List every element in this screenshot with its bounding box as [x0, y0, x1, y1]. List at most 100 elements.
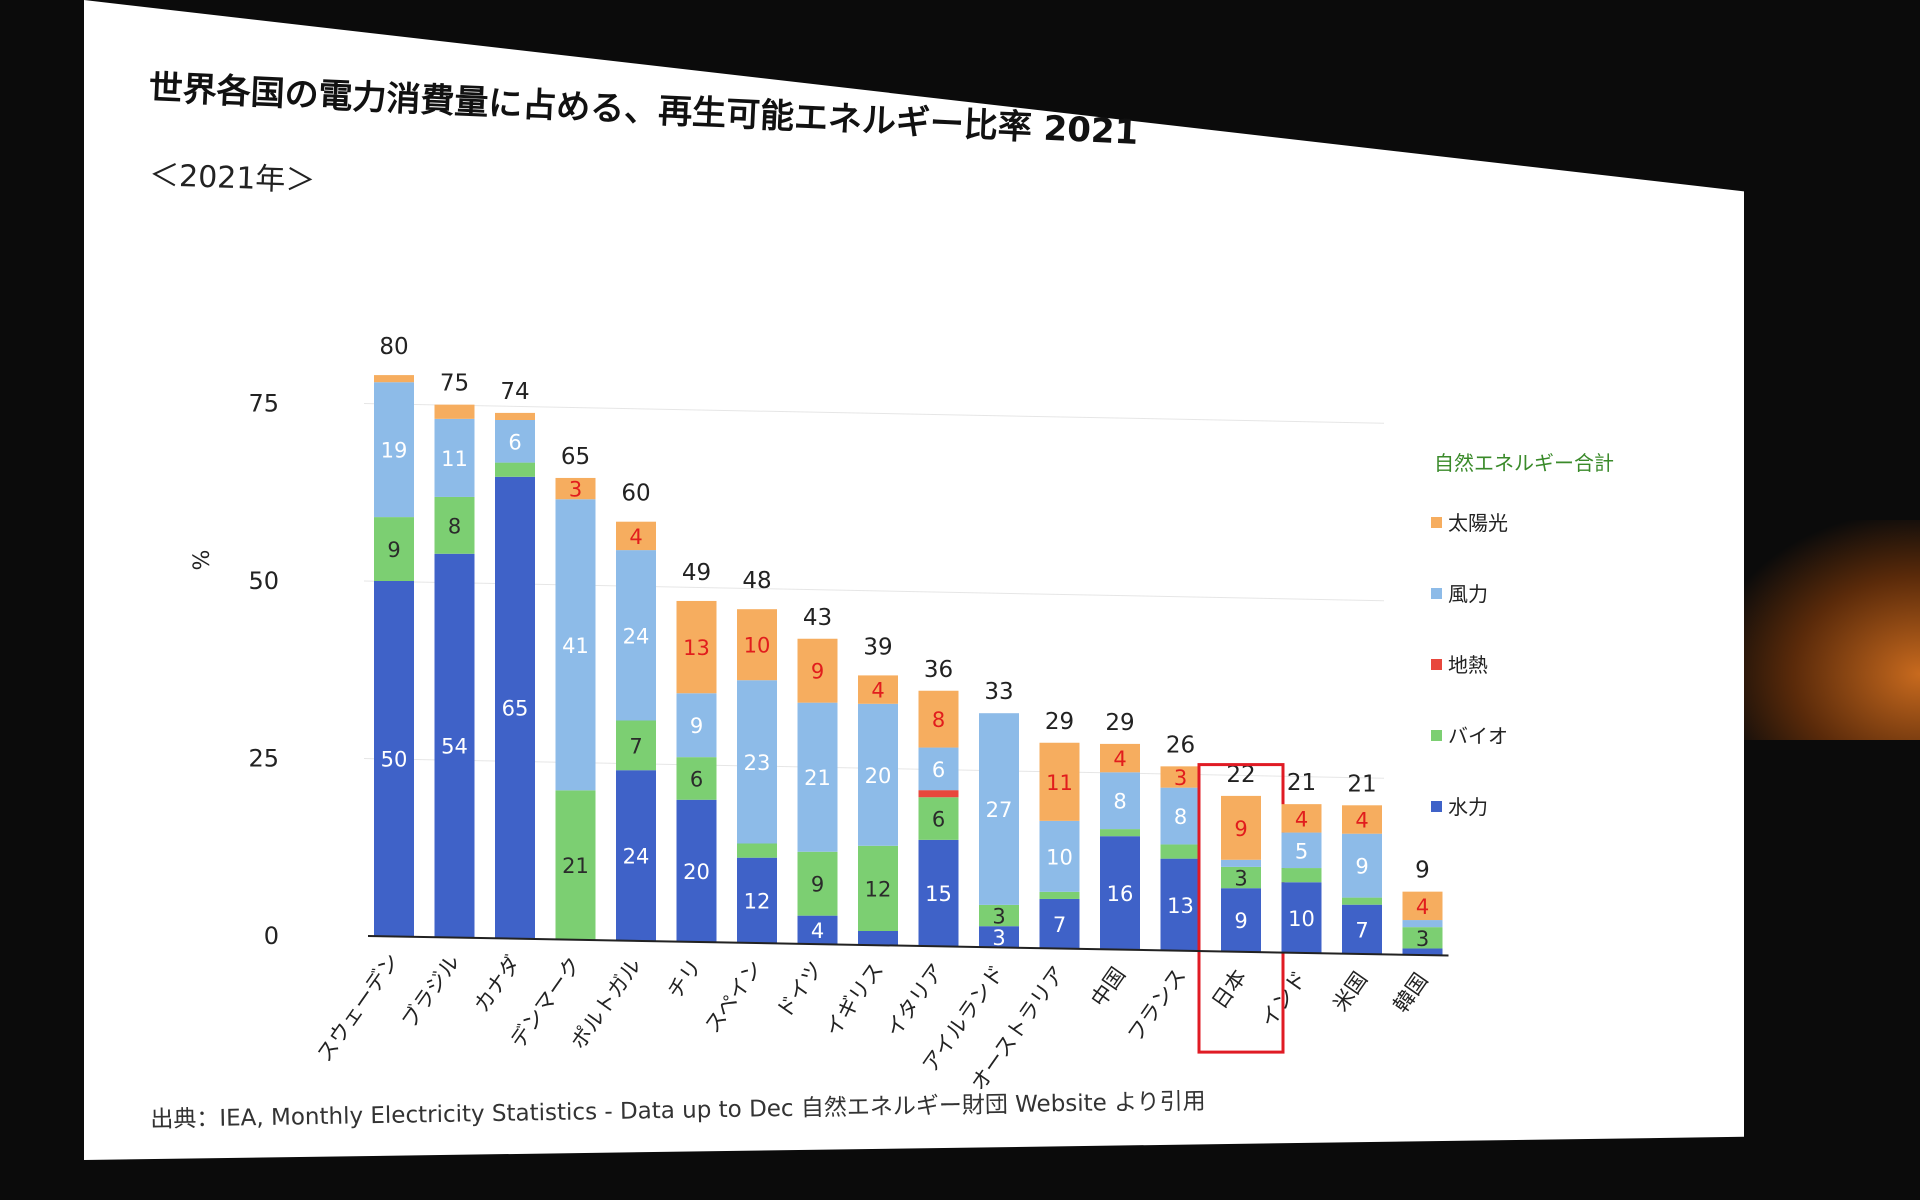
bar-total-label: 80 [379, 334, 408, 360]
bar-total-label: 39 [863, 634, 892, 660]
segment-value-label: 7 [629, 734, 642, 758]
bar-segment-bio [918, 797, 959, 840]
bar-segment-solar [858, 675, 898, 704]
bar-segment-hydro [1160, 858, 1201, 951]
segment-value-label: 24 [623, 844, 650, 868]
segment-value-label: 6 [508, 430, 521, 454]
segment-value-label: 8 [932, 708, 945, 732]
bar-segment-bio [1160, 844, 1201, 859]
bar-segment-hydro [1039, 898, 1080, 949]
segment-value-label: 9 [811, 660, 824, 684]
segment-value-label: 20 [865, 764, 892, 788]
bar-total-label: 26 [1166, 732, 1195, 758]
bar-segment-bio [1281, 868, 1322, 883]
bar-segment-solar [918, 690, 959, 748]
segment-value-label: 3 [1416, 927, 1429, 951]
bar-total-label: 22 [1226, 762, 1255, 788]
bar-segment-bio [434, 496, 475, 554]
bar-segment-bio [495, 462, 535, 477]
bar-total-label: 43 [803, 605, 832, 631]
bar-segment-bio [374, 517, 414, 581]
bar-segment-hydro [616, 770, 656, 941]
segment-value-label: 3 [569, 478, 582, 502]
segment-value-label: 65 [502, 697, 529, 721]
segment-value-label: 50 [381, 748, 408, 772]
segment-value-label: 9 [690, 714, 703, 738]
bar-segment-bio [555, 790, 596, 940]
segment-value-label: 3 [992, 926, 1005, 950]
segment-value-label: 23 [744, 751, 771, 775]
background-glow [1720, 520, 1920, 740]
segment-value-label: 4 [1113, 747, 1126, 771]
segment-value-label: 4 [1355, 809, 1368, 833]
bar-segment-wind [1100, 772, 1140, 830]
legend-title: 自然エネルギー合計 [1434, 451, 1614, 475]
bar-segment-bio [1221, 866, 1261, 889]
segment-value-label: 6 [932, 758, 945, 782]
bar-total-label: 36 [924, 657, 953, 683]
segment-value-label: 21 [562, 854, 589, 878]
x-category-label: 米国 [1328, 968, 1372, 1016]
gridline [363, 403, 1385, 424]
bar-segment-hydro [374, 581, 414, 936]
x-category-label: スペイン [700, 956, 767, 1037]
bar-total-label: 75 [440, 371, 469, 397]
x-category-label: ドイツ [772, 957, 828, 1022]
segment-value-label: 10 [1288, 907, 1315, 931]
bar-segment-wind [555, 499, 596, 791]
legend-label-bio: バイオ [1448, 724, 1508, 748]
segment-value-label: 19 [381, 439, 408, 463]
bar-segment-hydro [495, 476, 535, 939]
segment-value-label: 11 [1046, 771, 1073, 795]
bar-segment-wind [434, 418, 475, 497]
bar-segment-bio [858, 845, 898, 931]
bar-segment-solar [1100, 743, 1140, 773]
segment-value-label: 4 [1295, 807, 1308, 831]
segment-value-label: 12 [865, 877, 892, 901]
bar-segment-wind [616, 550, 656, 721]
bar-segment-hydro [1100, 836, 1140, 950]
x-category-label: 中国 [1086, 963, 1130, 1011]
bar-segment-wind [1039, 820, 1080, 892]
stacked-bar-chart: 0255075%5091980スウェーデン5481175ブラジル65674カナダ… [190, 334, 1614, 1095]
bar-segment-bio [616, 720, 656, 771]
bar-segment-wind [1342, 833, 1382, 898]
segment-value-label: 7 [1053, 913, 1066, 937]
legend-swatch-hydro [1431, 801, 1442, 812]
bar-total-label: 65 [561, 444, 590, 470]
legend-label-wind: 風力 [1448, 582, 1488, 606]
legend-swatch-geothermal [1431, 659, 1442, 670]
x-category-label: スウェーデン [312, 949, 404, 1066]
bar-segment-bio [979, 904, 1019, 927]
x-category-label: イギリス [820, 958, 888, 1041]
segment-value-label: 13 [683, 636, 710, 660]
bar-segment-hydro [1281, 882, 1322, 954]
bar-segment-solar [737, 609, 777, 681]
bar-segment-hydro [676, 799, 717, 942]
bar-total-label: 29 [1105, 710, 1134, 736]
segment-value-label: 15 [925, 882, 952, 906]
segment-value-label: 5 [1295, 839, 1308, 863]
bar-total-label: 21 [1287, 770, 1316, 796]
projection-screen [84, 0, 1744, 1160]
segment-value-label: 4 [811, 919, 824, 943]
segment-value-label: 9 [1355, 855, 1368, 879]
segment-value-label: 3 [1174, 766, 1187, 790]
segment-value-label: 3 [1234, 867, 1247, 891]
x-category-label: カナダ [469, 951, 525, 1016]
bar-segment-wind [1160, 787, 1201, 845]
legend-label-geothermal: 地熱 [1448, 653, 1488, 677]
x-category-label: 韓国 [1389, 969, 1433, 1017]
segment-value-label: 20 [683, 860, 710, 884]
x-category-label: フランス [1123, 964, 1191, 1046]
x-category-label: イタリア [881, 959, 948, 1041]
y-tick-label: 50 [248, 567, 279, 595]
bar-segment-hydro [1221, 888, 1261, 953]
bar-segment-wind [979, 713, 1019, 905]
bar-segment-solar [495, 412, 535, 420]
segment-value-label: 6 [932, 808, 945, 832]
segment-value-label: 9 [811, 873, 824, 897]
x-category-label: 日本 [1207, 965, 1251, 1013]
bar-segment-wind [374, 382, 414, 518]
x-category-label: ブラジル [397, 950, 465, 1032]
